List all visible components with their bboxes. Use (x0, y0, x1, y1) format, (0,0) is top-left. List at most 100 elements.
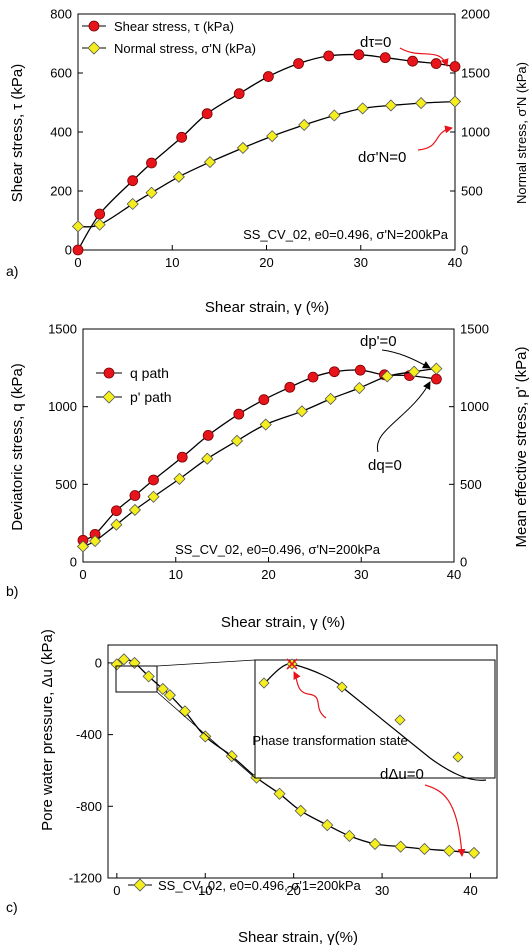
x-tick-label: 0 (79, 567, 86, 582)
x-tick-label: 0 (74, 255, 81, 270)
data-point (72, 244, 84, 256)
data-point (353, 49, 365, 61)
y-tick-label: 0 (70, 555, 77, 570)
x-tick-label: 10 (165, 255, 179, 270)
y-tick-label: 800 (50, 7, 72, 22)
data-point (129, 490, 141, 501)
data-point (201, 452, 214, 465)
data-point (176, 131, 188, 143)
data-point (430, 58, 442, 69)
data-point (172, 170, 185, 183)
arrow-dtau (399, 47, 449, 67)
callout-dp: dp'=0 (360, 333, 397, 350)
y-tick-label: 500 (55, 477, 77, 492)
legend-a: Shear stress, τ (kPa) Normal stress, σ'N… (82, 19, 256, 56)
y-right-tick-label: 0 (461, 243, 468, 258)
data-point (307, 371, 319, 383)
data-point (176, 451, 188, 463)
data-point (142, 670, 155, 683)
x-tick-label: 30 (354, 567, 368, 582)
y-tick-label: 200 (50, 184, 72, 199)
data-point (293, 58, 304, 69)
phase-marker (286, 658, 298, 670)
data-point (328, 366, 340, 378)
panel-b-ylabel: Deviatoric stress, q (kPa) (9, 363, 26, 531)
data-point (233, 408, 245, 420)
data-point (343, 829, 356, 842)
arrow-dp (381, 349, 431, 369)
panel-a-label: a) (6, 263, 18, 279)
data-point (394, 840, 407, 853)
data-point (203, 156, 217, 169)
data-point (230, 434, 244, 447)
y-tick-label: 0 (65, 243, 72, 258)
inset-point-3 (336, 681, 348, 693)
legend-c-marker (133, 878, 147, 892)
panel-c: 0 10 20 30 40 0 -400 -800 -1200 c) Shear strain,… (6, 629, 498, 946)
data-point (148, 474, 159, 486)
data-point (88, 534, 102, 548)
panel-a-annotation: SS_CV_02, e0=0.496, σ'N=200kPa (243, 227, 449, 242)
inset-point-5 (452, 751, 464, 763)
x-tick-label: 10 (198, 883, 212, 898)
inset-point-4 (394, 714, 406, 726)
data-point (266, 130, 279, 143)
y-right-tick-label: 1000 (460, 399, 489, 414)
data-point (379, 52, 391, 64)
data-point (163, 689, 176, 702)
y-tick-label: -1200 (69, 871, 102, 886)
data-point (284, 381, 296, 393)
data-point (418, 842, 431, 856)
data-point (156, 682, 169, 695)
panel-b-xlabel: Shear strain, γ (%) (221, 614, 345, 631)
data-point (354, 364, 366, 376)
data-point (467, 846, 481, 859)
x-tick-label: 30 (354, 255, 368, 270)
data-point (117, 653, 130, 666)
data-point (384, 99, 397, 112)
plot-frame (107, 644, 498, 879)
y-tick-label: 1500 (48, 322, 77, 337)
data-point (127, 175, 139, 187)
y-tick-label: -400 (76, 727, 102, 742)
data-point (145, 186, 158, 199)
data-point (430, 373, 442, 385)
y-right-tick-label: 500 (461, 184, 483, 199)
callout-dsigma: dσ'N=0 (358, 149, 406, 166)
data-point (199, 730, 212, 743)
data-point (259, 418, 272, 431)
x-tick-label: 20 (286, 883, 300, 898)
x-tick-label: 40 (447, 567, 461, 582)
data-point (173, 472, 186, 485)
y-tick-label: 0 (95, 655, 102, 670)
arrow-dq (376, 381, 431, 453)
data-point (93, 218, 106, 231)
callout-dtau: dτ=0 (360, 34, 391, 51)
x-tick-label: 20 (261, 567, 275, 582)
data-point (94, 208, 106, 220)
data-point (449, 61, 461, 72)
data-point (356, 102, 369, 115)
inset-curve (263, 663, 487, 781)
panel-b-annotation: SS_CV_02, e0=0.496, σ'N=200kPa (175, 542, 381, 557)
x-tick-label: 10 (169, 567, 183, 582)
y-tick-label: 600 (50, 66, 72, 81)
data-point (76, 540, 90, 553)
panel-c-ylabel: Pore water pressure, Δu (kPa) (39, 629, 56, 831)
x-tick-label: 0 (113, 883, 120, 898)
arrow-dsigma (417, 125, 453, 151)
data-point (273, 787, 286, 800)
legend-c: SS_CV_02, e0=0.496, σ'1=200kPa (128, 878, 362, 893)
data-point (147, 490, 160, 503)
data-point (128, 503, 142, 517)
data-point (298, 118, 311, 131)
y-tick-label: -800 (76, 799, 102, 814)
x-tick-label: 40 (448, 255, 462, 270)
panel-a-xlabel: Shear strain, γ (%) (205, 299, 329, 316)
data-point (368, 837, 382, 851)
data-point (448, 95, 462, 108)
data-point (236, 141, 250, 154)
